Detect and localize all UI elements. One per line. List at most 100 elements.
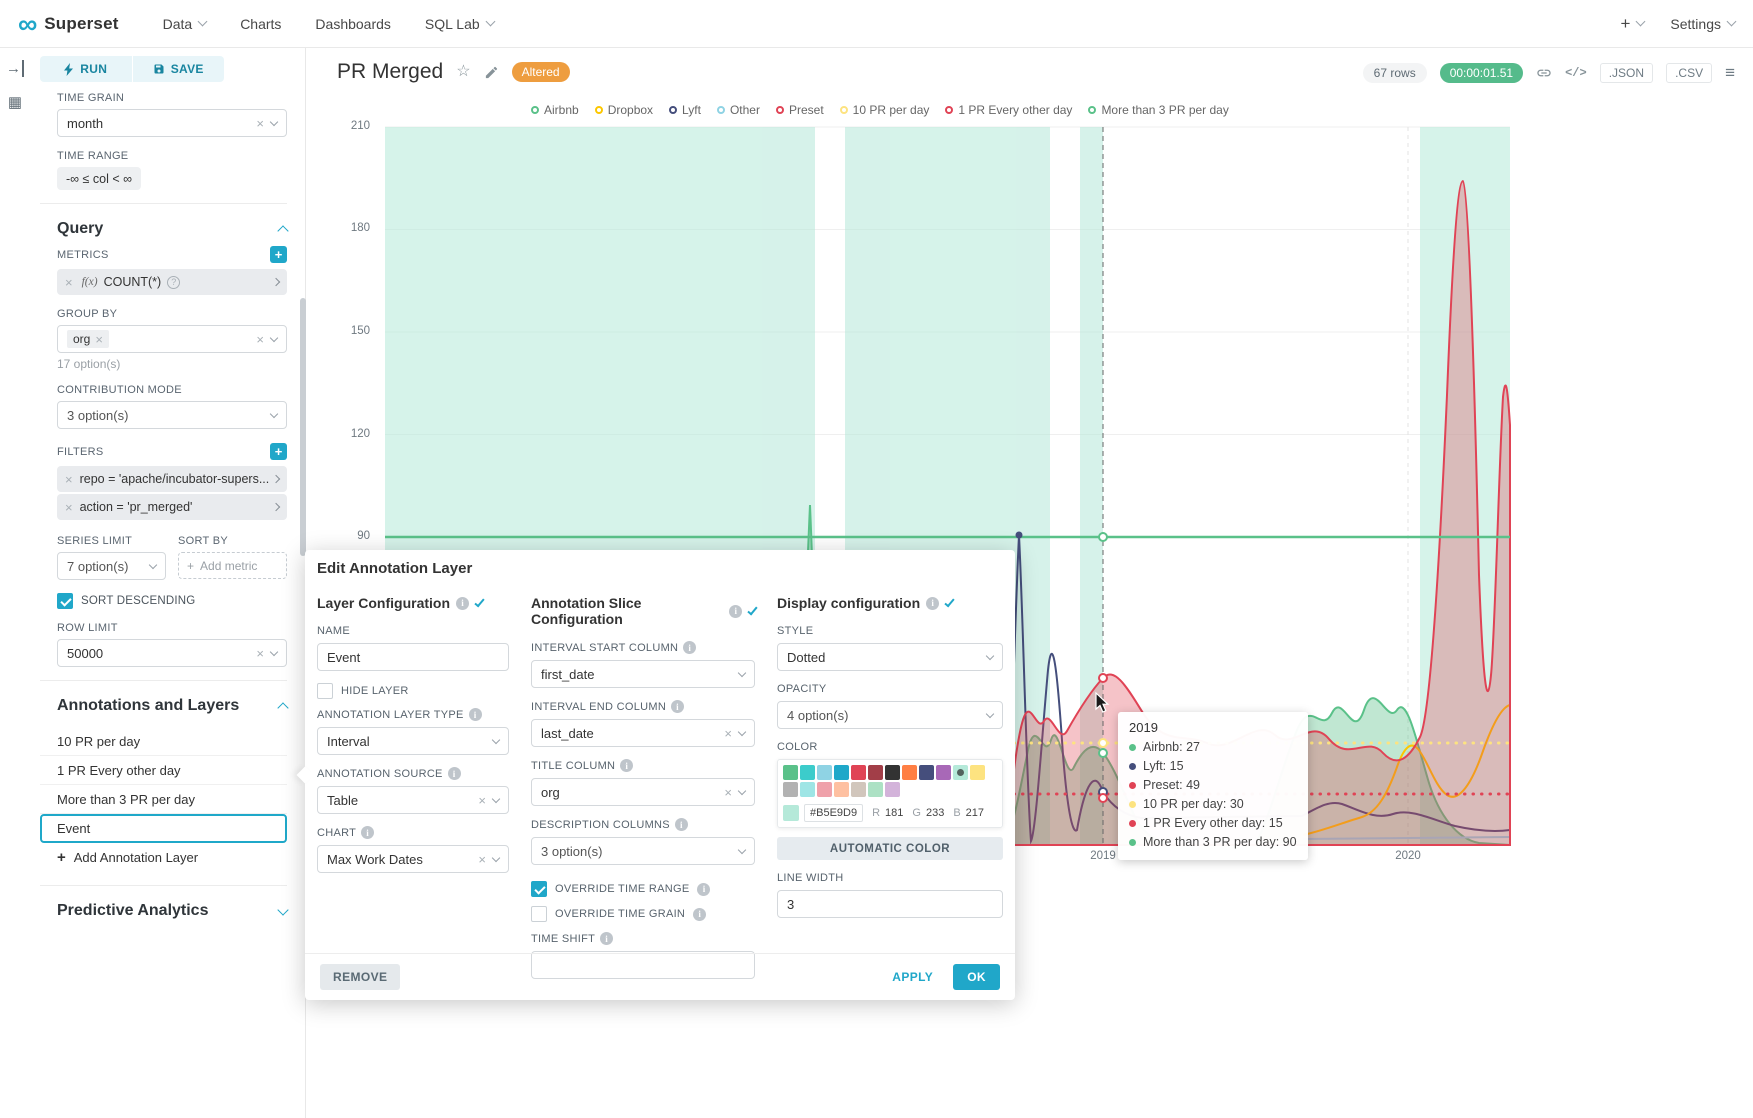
opacity-select[interactable]: 4 option(s) xyxy=(777,701,1003,729)
query-section-header[interactable]: Query xyxy=(57,212,289,246)
legend-item[interactable]: Preset xyxy=(775,103,824,117)
filter-pill[interactable]: × repo = 'apache/incubator-supers... xyxy=(57,466,287,492)
annotation-layer-type-select[interactable]: Interval xyxy=(317,727,509,755)
interval-end-select[interactable]: last_date × xyxy=(531,719,755,747)
menu-data[interactable]: Data xyxy=(163,16,208,32)
apply-button[interactable]: APPLY xyxy=(882,964,943,990)
predictive-section-header[interactable]: Predictive Analytics xyxy=(57,894,289,928)
b-value[interactable]: 217 xyxy=(965,807,985,819)
annotations-section-header[interactable]: Annotations and Layers xyxy=(57,689,289,723)
run-button[interactable]: RUN xyxy=(40,56,132,82)
annotation-source-select[interactable]: Table × xyxy=(317,786,509,814)
share-link-icon[interactable] xyxy=(1536,65,1552,81)
color-swatch[interactable] xyxy=(885,765,900,780)
title-column-select[interactable]: org × xyxy=(531,778,755,806)
annotation-layer-item[interactable]: 10 PR per day xyxy=(40,727,287,756)
legend-item[interactable]: Other xyxy=(716,103,760,117)
override-time-grain-row[interactable]: OVERRIDE TIME GRAIN xyxy=(531,906,755,922)
color-swatch[interactable] xyxy=(919,765,934,780)
favorite-star-icon[interactable]: ☆ xyxy=(456,63,471,80)
legend-item[interactable]: 1 PR Every other day xyxy=(945,103,1072,117)
sort-descending-checkbox[interactable] xyxy=(57,593,73,609)
remove-filter-icon[interactable]: × xyxy=(65,499,73,515)
color-swatch[interactable] xyxy=(851,765,866,780)
time-range-value[interactable]: -∞ ≤ col < ∞ xyxy=(57,167,142,190)
color-swatch[interactable] xyxy=(834,782,849,797)
legend-item[interactable]: Airbnb xyxy=(531,103,579,117)
interval-start-select[interactable]: first_date xyxy=(531,660,755,688)
superset-logo[interactable]: ∞ Superset xyxy=(18,10,119,37)
remove-metric-icon[interactable]: × xyxy=(65,274,73,290)
style-select[interactable]: Dotted xyxy=(777,643,1003,671)
line-width-input[interactable]: 3 xyxy=(777,890,1003,918)
automatic-color-button[interactable]: AUTOMATIC COLOR xyxy=(777,837,1003,860)
add-annotation-layer-button[interactable]: + Add Annotation Layer xyxy=(40,843,287,872)
sort-by-add-metric[interactable]: + Add metric xyxy=(178,552,287,579)
clear-icon[interactable]: × xyxy=(478,792,486,808)
sort-descending-row[interactable]: SORT DESCENDING xyxy=(57,593,287,609)
datasource-grid-icon[interactable]: ▦ xyxy=(7,94,23,111)
color-swatch[interactable] xyxy=(885,782,900,797)
remove-filter-icon[interactable]: × xyxy=(65,471,73,487)
filter-pill[interactable]: × action = 'pr_merged' xyxy=(57,494,287,520)
contribution-mode-select[interactable]: 3 option(s) xyxy=(57,401,287,429)
color-swatch[interactable] xyxy=(834,765,849,780)
r-value[interactable]: 181 xyxy=(885,807,904,819)
clear-icon[interactable]: × xyxy=(478,851,486,867)
color-swatch[interactable] xyxy=(936,765,951,780)
time-grain-select[interactable]: month × xyxy=(57,109,287,137)
color-swatch[interactable] xyxy=(902,765,917,780)
color-swatch[interactable] xyxy=(970,765,985,780)
hide-layer-row[interactable]: HIDE LAYER xyxy=(317,683,509,699)
chart-select[interactable]: Max Work Dates × xyxy=(317,845,509,873)
remove-button[interactable]: REMOVE xyxy=(320,964,401,990)
annotation-layer-item[interactable]: 1 PR Every other day xyxy=(40,756,287,785)
g-value[interactable]: 233 xyxy=(925,807,945,819)
menu-charts[interactable]: Charts xyxy=(240,16,281,32)
add-new-menu[interactable]: + xyxy=(1620,14,1646,34)
chart-menu-icon[interactable]: ≡ xyxy=(1725,63,1735,82)
group-by-tag[interactable]: org × xyxy=(67,330,109,348)
view-query-icon[interactable]: </> xyxy=(1565,66,1587,80)
add-filter-button[interactable]: + xyxy=(270,443,287,460)
color-swatch[interactable] xyxy=(800,782,815,797)
annotation-layer-item-selected[interactable]: Event xyxy=(40,814,287,843)
color-swatch[interactable] xyxy=(868,782,883,797)
export-json-button[interactable]: .JSON xyxy=(1599,63,1654,83)
override-time-range-row[interactable]: OVERRIDE TIME RANGE xyxy=(531,881,755,897)
time-shift-input[interactable] xyxy=(531,951,755,979)
edit-pencil-icon[interactable] xyxy=(484,65,499,80)
clear-icon[interactable]: × xyxy=(256,645,264,661)
row-limit-select[interactable]: 50000 × xyxy=(57,639,287,667)
collapse-panel-icon[interactable]: → xyxy=(6,60,24,77)
clear-icon[interactable]: × xyxy=(256,331,264,347)
legend-item[interactable]: Lyft xyxy=(669,103,701,117)
color-swatch[interactable] xyxy=(868,765,883,780)
series-limit-select[interactable]: 7 option(s) xyxy=(57,552,166,580)
color-swatch[interactable] xyxy=(851,782,866,797)
override-time-range-checkbox[interactable] xyxy=(531,881,547,897)
settings-menu[interactable]: Settings xyxy=(1670,16,1737,32)
hide-layer-checkbox[interactable] xyxy=(317,683,333,699)
ok-button[interactable]: OK xyxy=(953,964,1000,990)
save-button[interactable]: SAVE xyxy=(131,56,225,82)
legend-item[interactable]: More than 3 PR per day xyxy=(1088,103,1229,117)
color-swatch-selected[interactable] xyxy=(953,765,968,780)
clear-icon[interactable]: × xyxy=(724,784,732,800)
tag-remove-icon[interactable]: × xyxy=(95,331,103,347)
menu-sql-lab[interactable]: SQL Lab xyxy=(425,16,496,32)
annotation-layer-item[interactable]: More than 3 PR per day xyxy=(40,785,287,814)
add-metric-button[interactable]: + xyxy=(270,246,287,263)
clear-icon[interactable]: × xyxy=(256,115,264,131)
color-swatch[interactable] xyxy=(817,765,832,780)
hex-input[interactable]: #B5E9D9 xyxy=(804,804,864,822)
legend-item[interactable]: Dropbox xyxy=(594,103,653,117)
clear-icon[interactable]: × xyxy=(724,725,732,741)
color-swatch[interactable] xyxy=(817,782,832,797)
color-swatch[interactable] xyxy=(800,765,815,780)
menu-dashboards[interactable]: Dashboards xyxy=(315,16,391,32)
legend-item[interactable]: 10 PR per day xyxy=(839,103,929,117)
color-swatch[interactable] xyxy=(783,782,798,797)
metric-pill[interactable]: × f(x) COUNT(*) ? xyxy=(57,269,287,295)
description-columns-select[interactable]: 3 option(s) xyxy=(531,837,755,865)
